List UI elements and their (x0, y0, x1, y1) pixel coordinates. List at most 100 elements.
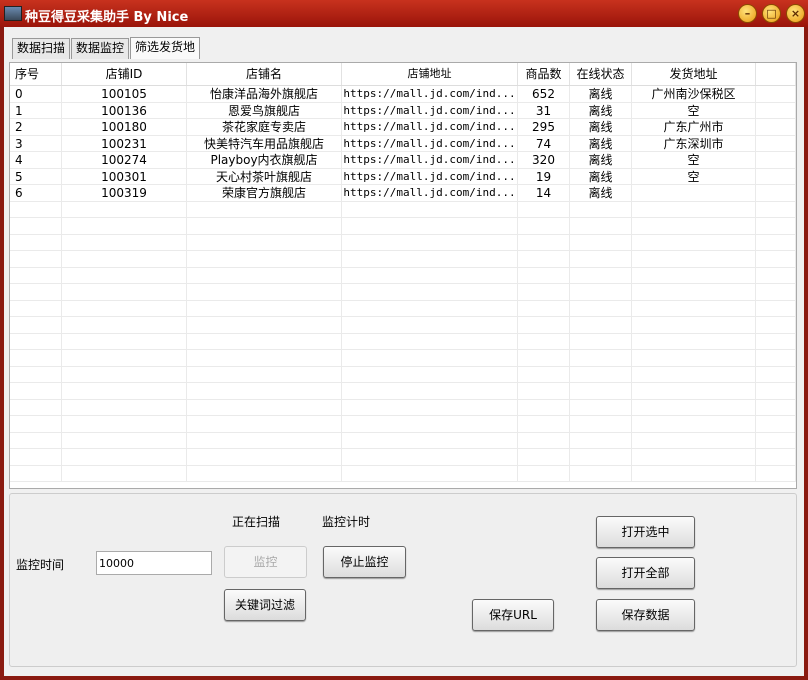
empty-row[interactable] (10, 432, 796, 449)
cell-online-status (570, 300, 632, 317)
scanning-status: 正在扫描 (232, 515, 281, 529)
empty-row[interactable] (10, 284, 796, 301)
cell-index (10, 251, 62, 268)
cell-index (10, 300, 62, 317)
cell-shop-name (187, 251, 342, 268)
cell-product-count (518, 366, 570, 383)
cell-filler (756, 102, 796, 119)
cell-shop-id: 100180 (62, 119, 187, 136)
empty-row[interactable] (10, 449, 796, 466)
empty-row[interactable] (10, 350, 796, 367)
empty-row[interactable] (10, 416, 796, 433)
empty-row[interactable] (10, 201, 796, 218)
cell-shop-id (62, 350, 187, 367)
cell-filler (756, 168, 796, 185)
cell-online-status (570, 251, 632, 268)
empty-row[interactable] (10, 251, 796, 268)
cell-shipping-address (632, 300, 756, 317)
empty-row[interactable] (10, 317, 796, 334)
cell-shop-id (62, 284, 187, 301)
monitor-time-input[interactable] (96, 551, 212, 575)
table-row[interactable]: 6 100319 荣康官方旗舰店 https://mall.jd.com/ind...… (10, 185, 796, 202)
cell-filler (756, 317, 796, 334)
app-icon (4, 6, 22, 21)
cell-online-status (570, 333, 632, 350)
empty-row[interactable] (10, 300, 796, 317)
cell-shop-name (187, 317, 342, 334)
empty-row[interactable] (10, 267, 796, 284)
cell-shop-id: 100105 (62, 86, 187, 103)
save-url-button[interactable]: 保存URL (472, 599, 554, 631)
stop-monitor-button[interactable]: 停止监控 (323, 546, 406, 578)
cell-shop-id (62, 317, 187, 334)
cell-shop-url (342, 218, 518, 235)
monitor-button[interactable]: 监控 (224, 546, 307, 578)
cell-shop-id (62, 416, 187, 433)
minimize-button[interactable]: – (738, 4, 757, 23)
shop-table[interactable]: 序号 店铺ID 店铺名 店铺地址 商品数 在线状态 发货地址 0 100105 怡康洋品海外旗舰… (9, 62, 797, 489)
table-row[interactable]: 1 100136 恩爱鸟旗舰店 https://mall.jd.com/ind... 3… (10, 102, 796, 119)
empty-row[interactable] (10, 333, 796, 350)
cell-filler (756, 383, 796, 400)
cell-product-count (518, 251, 570, 268)
cell-product-count: 31 (518, 102, 570, 119)
close-button[interactable]: × (786, 4, 805, 23)
cell-shipping-address: 广东深圳市 (632, 135, 756, 152)
cell-shop-url: https://mall.jd.com/ind... (342, 119, 518, 136)
keyword-filter-button[interactable]: 关键词过滤 (224, 589, 306, 621)
cell-product-count (518, 465, 570, 482)
cell-shop-url (342, 251, 518, 268)
cell-index: 1 (10, 102, 62, 119)
cell-shop-name (187, 333, 342, 350)
cell-shop-id (62, 218, 187, 235)
cell-online-status (570, 201, 632, 218)
cell-shipping-address: 空 (632, 152, 756, 169)
empty-row[interactable] (10, 465, 796, 482)
empty-row[interactable] (10, 218, 796, 235)
maximize-button[interactable]: □ (762, 4, 781, 23)
empty-row[interactable] (10, 366, 796, 383)
column-header-shop-name[interactable]: 店铺名 (187, 63, 342, 85)
tab-data-monitor[interactable]: 数据监控 (71, 38, 130, 59)
cell-shop-name (187, 366, 342, 383)
cell-online-status: 离线 (570, 185, 632, 202)
tab-data-scan[interactable]: 数据扫描 (12, 38, 71, 59)
open-all-button[interactable]: 打开全部 (596, 557, 695, 589)
cell-filler (756, 366, 796, 383)
cell-shipping-address (632, 350, 756, 367)
cell-product-count: 74 (518, 135, 570, 152)
cell-shop-url (342, 366, 518, 383)
column-header-index[interactable]: 序号 (10, 63, 62, 85)
cell-shop-url: https://mall.jd.com/ind... (342, 135, 518, 152)
cell-shipping-address (632, 432, 756, 449)
column-header-product-count[interactable]: 商品数 (518, 63, 570, 85)
cell-shop-url: https://mall.jd.com/ind... (342, 168, 518, 185)
column-header-online-status[interactable]: 在线状态 (570, 63, 632, 85)
save-data-button[interactable]: 保存数据 (596, 599, 695, 631)
cell-shop-url (342, 234, 518, 251)
cell-shop-url: https://mall.jd.com/ind... (342, 185, 518, 202)
cell-online-status (570, 267, 632, 284)
empty-row[interactable] (10, 399, 796, 416)
table-row[interactable]: 0 100105 怡康洋品海外旗舰店 https://mall.jd.com/ind.… (10, 86, 796, 103)
column-header-shop-id[interactable]: 店铺ID (62, 63, 187, 85)
cell-shop-name (187, 432, 342, 449)
table-row[interactable]: 2 100180 茶花家庭专卖店 https://mall.jd.com/ind...… (10, 119, 796, 136)
table-row[interactable]: 5 100301 天心村茶叶旗舰店 https://mall.jd.com/ind..… (10, 168, 796, 185)
cell-filler (756, 251, 796, 268)
cell-shop-name (187, 300, 342, 317)
column-header-shipping-address[interactable]: 发货地址 (632, 63, 756, 85)
empty-row[interactable] (10, 234, 796, 251)
cell-online-status (570, 465, 632, 482)
cell-shop-id: 100274 (62, 152, 187, 169)
tab-bar: 数据扫描 数据监控 筛选发货地 (12, 37, 201, 59)
cell-shop-name: 怡康洋品海外旗舰店 (187, 86, 342, 103)
column-header-shop-url[interactable]: 店铺地址 (342, 63, 518, 85)
open-selected-button[interactable]: 打开选中 (596, 516, 695, 548)
table-row[interactable]: 3 100231 快美特汽车用品旗舰店 https://mall.jd.com/ind… (10, 135, 796, 152)
cell-product-count (518, 399, 570, 416)
empty-row[interactable] (10, 383, 796, 400)
cell-shop-name: 恩爱鸟旗舰店 (187, 102, 342, 119)
tab-filter-shipping[interactable]: 筛选发货地 (130, 37, 201, 59)
table-row[interactable]: 4 100274 Playboy内衣旗舰店 https://mall.jd.com/i… (10, 152, 796, 169)
